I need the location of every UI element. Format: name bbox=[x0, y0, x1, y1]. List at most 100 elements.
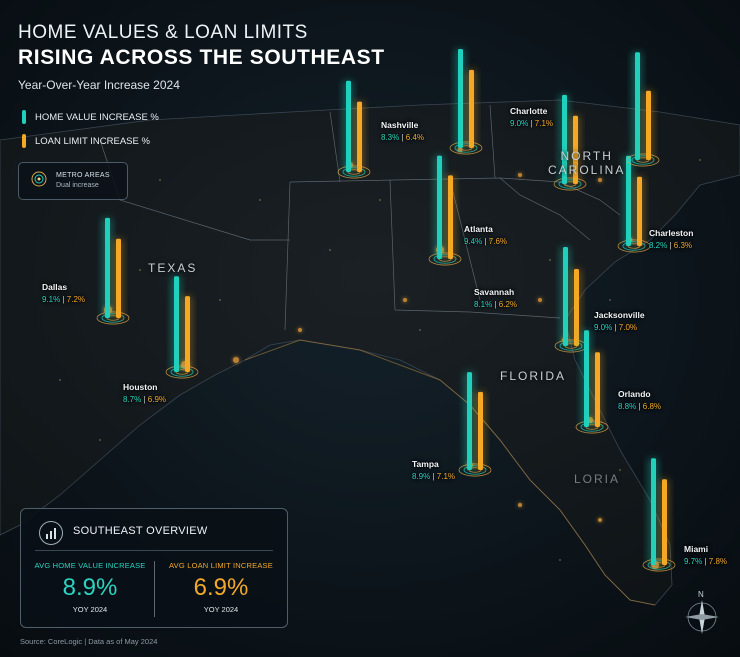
overview-loan-label: AVG LOAN LIMIT INCREASE bbox=[169, 561, 273, 570]
source-note: Source: CoreLogic | Data as of May 2024 bbox=[20, 637, 158, 646]
region-label-nc-line2: CAROLINA bbox=[548, 163, 626, 177]
city-values: 8.3% | 6.4% bbox=[381, 133, 424, 142]
overview-home-column: AVG HOME VALUE INCREASE 8.9% YOY 2024 bbox=[25, 561, 155, 614]
region-label-florida-faint: LORIA bbox=[574, 472, 621, 486]
overview-title: SOUTHEAST OVERVIEW bbox=[73, 525, 208, 537]
value-separator: | bbox=[636, 402, 643, 411]
loan-limit-pct: 7.2% bbox=[66, 295, 85, 304]
bar-atlanta-home-value bbox=[437, 155, 442, 259]
value-separator: | bbox=[528, 119, 535, 128]
bar-charlotte-home-value bbox=[458, 49, 463, 148]
bar-jacksonville-home-value bbox=[563, 247, 568, 346]
bar-jacksonville-loan-limit bbox=[574, 269, 579, 346]
overview-loan-value: 6.9% bbox=[193, 574, 249, 601]
overview-divider bbox=[35, 550, 273, 551]
overview-loan-column: AVG LOAN LIMIT INCREASE 6.9% YOY 2024 bbox=[156, 561, 286, 614]
city-label-miami: Miami 9.7% | 7.8% bbox=[684, 544, 727, 566]
legend-home-value: HOME VALUE INCREASE % bbox=[22, 110, 159, 124]
bar-dallas-loan-limit bbox=[116, 238, 121, 318]
city-values: 9.7% | 7.8% bbox=[684, 557, 727, 566]
city-values: 9.4% | 7.6% bbox=[464, 237, 507, 246]
overview-home-label: AVG HOME VALUE INCREASE bbox=[34, 561, 146, 570]
compass-icon bbox=[685, 600, 719, 634]
region-label-nc-line1: NORTH bbox=[560, 149, 613, 163]
bar-tampa-loan-limit bbox=[478, 391, 483, 470]
gold-swatch-icon bbox=[22, 134, 26, 148]
city-values: 8.7% | 6.9% bbox=[123, 395, 166, 404]
overview-loan-period: YOY 2024 bbox=[203, 605, 239, 614]
bar-miami-home-value bbox=[651, 458, 656, 565]
city-values: 8.8% | 6.8% bbox=[618, 402, 661, 411]
bar-orlando-loan-limit bbox=[595, 352, 600, 427]
loan-limit-pct: 6.4% bbox=[405, 133, 424, 142]
city-values: 8.2% | 6.3% bbox=[649, 241, 693, 250]
value-separator: | bbox=[399, 133, 406, 142]
loan-limit-pct: 7.1% bbox=[534, 119, 553, 128]
bar-savannah-loan-limit bbox=[573, 115, 578, 184]
bar-dallas-home-value bbox=[105, 217, 110, 318]
metro-areas-subtitle: Dual increase bbox=[56, 182, 99, 189]
home-value-pct: 8.7% bbox=[123, 395, 142, 404]
bar-nashville-loan-limit bbox=[357, 101, 362, 172]
city-values: 9.0% | 7.1% bbox=[510, 119, 553, 128]
page-title-line2: RISING ACROSS THE SOUTHEAST bbox=[18, 46, 385, 69]
home-value-pct: 8.2% bbox=[649, 241, 668, 250]
city-name: Orlando bbox=[618, 389, 651, 399]
value-separator: | bbox=[482, 237, 489, 246]
bar-charleston-home-value bbox=[626, 155, 631, 246]
city-name: Jacksonville bbox=[594, 310, 645, 320]
city-label-nashville: Nashville 8.3% | 6.4% bbox=[381, 120, 424, 142]
home-value-pct: 9.4% bbox=[464, 237, 483, 246]
city-label-dallas: Dallas 9.1% | 7.2% bbox=[42, 282, 85, 304]
loan-limit-pct: 6.9% bbox=[147, 395, 166, 404]
metro-areas-legend: METRO AREAS Dual increase bbox=[18, 162, 128, 200]
teal-swatch-icon bbox=[22, 110, 26, 124]
bar-nashville-home-value bbox=[346, 80, 351, 172]
city-name: Dallas bbox=[42, 282, 68, 292]
loan-limit-pct: 6.3% bbox=[673, 241, 692, 250]
bar-houston-loan-limit bbox=[185, 296, 190, 372]
city-name: Charleston bbox=[649, 228, 694, 238]
loan-limit-pct: 6.2% bbox=[498, 300, 517, 309]
city-label-atlanta: Atlanta 9.4% | 7.6% bbox=[464, 224, 507, 246]
value-separator: | bbox=[60, 295, 67, 304]
overview-home-period: YOY 2024 bbox=[72, 605, 108, 614]
city-label-tampa: Tampa 8.9% | 7.1% bbox=[412, 459, 455, 481]
value-separator: | bbox=[667, 241, 674, 250]
city-name: Atlanta bbox=[464, 224, 493, 234]
bar-chart-icon bbox=[39, 521, 63, 545]
city-name: Charlotte bbox=[510, 106, 548, 116]
city-values: 9.0% | 7.0% bbox=[594, 323, 645, 332]
bar-savannah-home-value bbox=[562, 94, 567, 184]
city-label-orlando: Orlando 8.8% | 6.8% bbox=[618, 389, 661, 411]
value-separator: | bbox=[430, 472, 437, 481]
city-values: 8.1% | 6.2% bbox=[474, 300, 517, 309]
home-value-pct: 9.7% bbox=[684, 557, 703, 566]
southeast-overview-panel: SOUTHEAST OVERVIEW AVG HOME VALUE INCREA… bbox=[20, 508, 288, 628]
home-value-pct: 9.1% bbox=[42, 295, 61, 304]
city-name: Savannah bbox=[474, 287, 515, 297]
metro-areas-title: METRO AREAS bbox=[56, 172, 110, 179]
region-label-florida: FLORIDA bbox=[500, 369, 567, 383]
page-title-line1: HOME VALUES & LOAN LIMITS bbox=[18, 22, 308, 43]
bar-miami-loan-limit bbox=[662, 479, 667, 565]
loan-limit-pct: 6.8% bbox=[642, 402, 661, 411]
home-value-pct: 9.0% bbox=[510, 119, 529, 128]
loan-limit-pct: 7.6% bbox=[488, 237, 507, 246]
home-value-pct: 8.9% bbox=[412, 472, 431, 481]
value-separator: | bbox=[141, 395, 148, 404]
city-name: Nashville bbox=[381, 120, 419, 130]
city-label-charlotte: Charlotte 9.0% | 7.1% bbox=[510, 106, 553, 128]
bar-charleston-loan-limit bbox=[637, 176, 642, 246]
bar-extra-0-loan-limit bbox=[646, 90, 651, 160]
value-separator: | bbox=[492, 300, 499, 309]
region-label-texas: TEXAS bbox=[148, 261, 198, 275]
value-separator: | bbox=[612, 323, 619, 332]
bar-charlotte-loan-limit bbox=[469, 69, 474, 148]
city-values: 8.9% | 7.1% bbox=[412, 472, 455, 481]
region-label-north-carolina: NORTH CAROLINA bbox=[548, 149, 625, 177]
city-values: 9.1% | 7.2% bbox=[42, 295, 85, 304]
city-label-jacksonville: Jacksonville 9.0% | 7.0% bbox=[594, 310, 645, 332]
overview-home-value: 8.9% bbox=[62, 574, 118, 601]
overview-column-divider bbox=[154, 561, 155, 617]
